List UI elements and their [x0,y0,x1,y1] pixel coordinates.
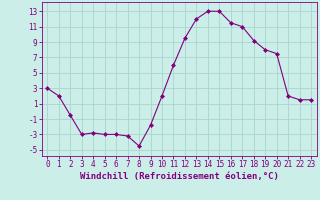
X-axis label: Windchill (Refroidissement éolien,°C): Windchill (Refroidissement éolien,°C) [80,172,279,181]
